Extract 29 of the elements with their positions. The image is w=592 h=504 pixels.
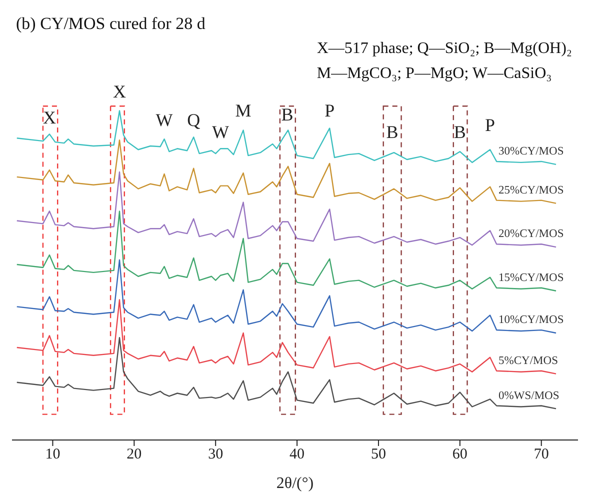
series-label: 15%CY/MOS [498,272,564,284]
annotation: Q [187,110,200,130]
x-tick-label: 10 [45,446,60,463]
x-tick-label: 50 [370,446,386,463]
annotation: B [386,122,398,142]
series-label: 30%CY/MOS [498,145,564,158]
x-tick-label: 40 [290,446,305,463]
annotation: X [42,107,56,128]
chart-title: (b) CY/MOS cured for 28 d [16,14,206,34]
series-label: 10%CY/MOS [498,314,564,326]
series-label: 25%CY/MOS [498,184,564,196]
annotation: P [485,115,496,136]
text: X [113,81,126,102]
x-axis-title: 2θ/(°) [276,475,314,492]
annotation: W [156,110,173,130]
annotation: W [212,122,229,142]
x-tick-label: 20 [126,446,142,463]
text: M—MgCO₃; P—MgO; W—CaSiO₃ [316,64,553,84]
x-tick-label: 60 [452,446,468,463]
annotation: B [281,104,294,125]
series-label: 20%CY/MOS [498,228,564,240]
series-label: 5%CY/MOS [498,354,558,367]
x-tick-label: 30 [208,446,224,463]
text: X—517 phase; Q—SiO₂; B—Mg(OH)₂ [316,39,572,59]
annotation: B [454,122,466,142]
x-tick-label: 70 [534,446,549,463]
annotation: P [324,100,335,121]
annotation: M [235,100,252,121]
series-label: 0%WS/MOS [498,390,560,402]
